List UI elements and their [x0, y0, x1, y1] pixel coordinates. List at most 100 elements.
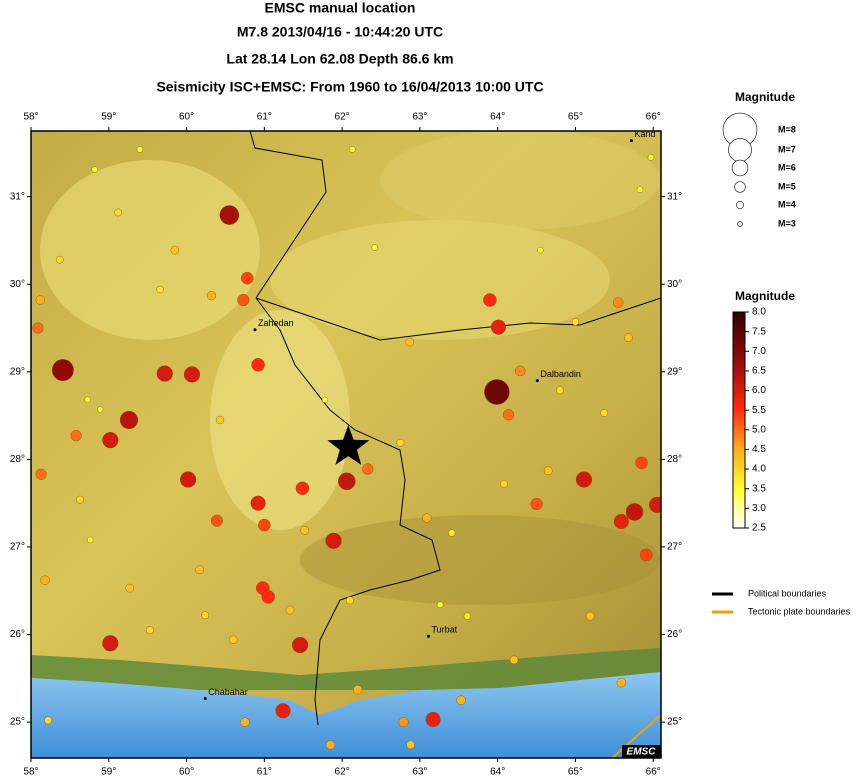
earthquake	[32, 322, 44, 334]
earthquake	[240, 271, 254, 285]
earthquake	[456, 695, 466, 705]
colorbar-tick-label: 8.0	[752, 307, 766, 318]
x-tick-label: 63°	[412, 112, 427, 123]
y-tick-label: 27°	[667, 542, 682, 553]
place-label: Zahedan	[258, 318, 294, 328]
earthquake	[624, 333, 633, 342]
size-legend-title: Magnitude	[735, 90, 795, 104]
earthquake	[251, 358, 265, 372]
colorbar-tick-label: 6.5	[752, 366, 766, 377]
earthquake	[422, 513, 432, 523]
earthquake	[295, 481, 310, 495]
earthquake	[258, 518, 271, 532]
y-tick-label: 25°	[667, 717, 682, 728]
colorbar-tick-label: 7.0	[752, 346, 766, 357]
earthquake	[180, 471, 197, 488]
y-tick-label: 31°	[667, 191, 682, 202]
earthquake	[325, 532, 342, 549]
earthquake	[215, 415, 225, 425]
colorbar-tick-label: 2.5	[752, 523, 766, 534]
place-dot	[426, 634, 430, 638]
earthquake	[114, 208, 122, 217]
axes: 58° 58° 59° 59° 60° 60° 61° 61° 62° 62° 63° 63° 64° 6…	[10, 112, 682, 778]
earthquake	[502, 409, 515, 421]
earthquake	[261, 590, 275, 604]
earthquake	[530, 498, 543, 511]
y-tick-label: 26°	[10, 629, 25, 640]
earthquake	[490, 319, 506, 335]
size-legend-circle	[731, 159, 749, 177]
terrain-light	[380, 131, 660, 230]
colorbar-tick-label: 5.5	[752, 405, 766, 416]
earthquake	[398, 717, 409, 728]
x-tick-label: 58°	[23, 112, 38, 123]
x-tick-label: 63°	[412, 767, 427, 778]
y-tick-label: 31°	[10, 191, 25, 202]
earthquake	[463, 612, 471, 620]
earthquake	[51, 359, 74, 381]
earthquake	[156, 365, 173, 382]
earthquake	[575, 471, 593, 488]
title: EMSC manual location	[265, 0, 416, 16]
earthquake	[210, 514, 223, 527]
earthquake	[635, 456, 648, 470]
place-label: Turbat	[431, 625, 457, 635]
earthquake	[537, 246, 544, 254]
earthquake	[156, 285, 164, 294]
event-line: M7.8 2013/04/16 - 10:44:20 UTC	[237, 24, 443, 40]
earthquake	[338, 472, 356, 490]
size-legend-label: M=3	[778, 218, 796, 228]
earthquake	[285, 605, 295, 615]
earthquake	[146, 626, 154, 635]
earthquake	[647, 154, 655, 161]
colorbar-tick-label: 4.0	[752, 464, 766, 475]
place-label: Chabahar	[208, 687, 248, 697]
earthquake	[240, 717, 250, 727]
size-legend-circle	[736, 201, 744, 209]
y-tick-label: 30°	[667, 279, 682, 290]
earthquake	[97, 406, 104, 413]
size-legend-circle	[737, 221, 743, 227]
x-tick-label: 66°	[646, 112, 661, 123]
epicenter	[327, 425, 370, 465]
earthquake	[86, 536, 94, 544]
earthquake	[483, 293, 497, 307]
earthquake	[195, 565, 205, 575]
earthquake	[237, 294, 250, 307]
x-tick-label: 65°	[568, 112, 583, 123]
tectonic-legend-label: Tectonic plate boundaries	[748, 606, 851, 616]
colorbar-tick-label: 3.0	[752, 503, 766, 514]
seismicity-line: Seismicity ISC+EMSC: From 1960 to 16/04/…	[156, 79, 543, 95]
y-tick-label: 27°	[10, 542, 25, 553]
x-tick-label: 60°	[179, 767, 194, 778]
earthquake	[325, 740, 336, 750]
earthquake	[35, 468, 47, 480]
credit-box	[622, 745, 661, 758]
earthquake	[119, 410, 139, 430]
colorbar-tick-label: 4.5	[752, 444, 766, 455]
lowland	[31, 648, 661, 690]
earthquake	[102, 635, 119, 652]
earthquake	[40, 575, 50, 585]
place-dot	[629, 139, 633, 143]
earthquake	[170, 245, 180, 255]
size-legend: M=8 M=7 M=6 M=5 M=4 M=3	[722, 112, 796, 228]
earthquake	[509, 655, 519, 665]
x-tick-label: 64°	[490, 112, 505, 123]
plate-boundary	[611, 714, 661, 758]
earthquake	[250, 495, 266, 511]
earthquake	[229, 635, 238, 644]
y-tick-label: 28°	[10, 454, 25, 465]
x-tick-label: 64°	[490, 767, 505, 778]
earthquake	[556, 386, 564, 395]
y-tick-label: 25°	[10, 717, 25, 728]
colorbar-tick-label: 5.0	[752, 424, 766, 435]
earthquake	[292, 636, 309, 654]
x-tick-label: 61°	[257, 767, 272, 778]
earthquake	[35, 295, 45, 305]
x-tick-label: 60°	[179, 112, 194, 123]
earthquake	[396, 438, 405, 447]
earthquake	[600, 409, 609, 417]
credit: EMSC	[627, 747, 657, 758]
